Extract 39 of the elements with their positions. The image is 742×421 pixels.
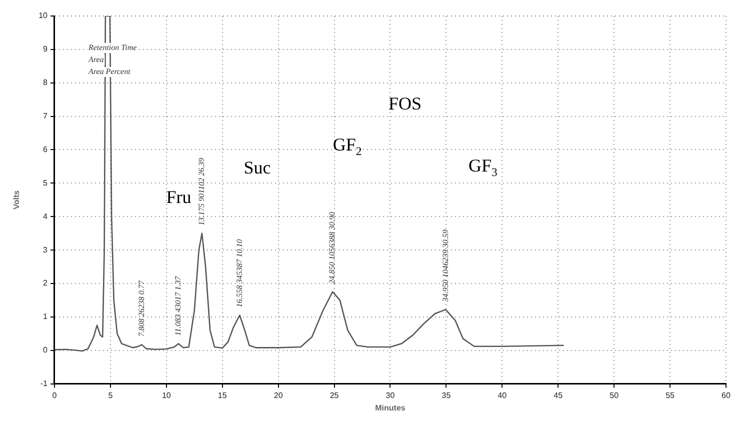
x-tick-label: 45 <box>554 390 564 400</box>
x-tick-label: 55 <box>666 390 676 400</box>
x-tick-label: 35 <box>442 390 452 400</box>
x-tick-label: 10 <box>162 390 172 400</box>
y-tick-label: -1 <box>40 379 48 388</box>
annotation: Fru <box>166 187 192 208</box>
x-tick-label: 25 <box>330 390 340 400</box>
annotation: Suc <box>244 158 271 178</box>
y-tick-label: 9 <box>43 44 48 54</box>
y-tick-label: 10 <box>38 11 48 20</box>
y-tick-label: 6 <box>43 144 48 154</box>
x-tick-label: 60 <box>722 390 731 400</box>
y-tick-label: 1 <box>43 312 48 322</box>
y-tick-label: 5 <box>43 178 48 188</box>
annotation: FOS <box>388 94 422 114</box>
annotation: 11.083 43017 1.37 <box>174 275 183 336</box>
annotation: 7.808 26238 0.77 <box>136 280 146 337</box>
annotation: Retention Time <box>88 43 138 52</box>
annotation: 13.175 901102 26.39 <box>197 158 206 226</box>
y-tick-label: 3 <box>43 245 48 254</box>
y-tick-label: 4 <box>43 212 48 221</box>
x-tick-label: 40 <box>498 390 508 400</box>
y-tick-label: 2 <box>43 278 48 288</box>
x-tick-label: 30 <box>386 390 396 400</box>
x-tick-label: 0 <box>52 390 58 400</box>
annotation: Area Percent <box>88 67 132 76</box>
y-tick-label: 7 <box>43 112 48 121</box>
x-tick-label: 15 <box>218 390 228 400</box>
x-tick-label: 20 <box>274 390 284 400</box>
x-tick-label: 50 <box>610 390 620 400</box>
y-axis-title: Volts <box>12 190 22 210</box>
y-tick-label: 8 <box>43 78 48 88</box>
annotation: 34.950 1046239 30.59 <box>440 230 450 303</box>
x-axis-title: Minutes <box>375 403 406 412</box>
annotation: 16.558 345387 10.10 <box>234 239 244 308</box>
annotation: Area <box>88 55 104 64</box>
y-tick-label: 0 <box>43 346 48 355</box>
x-tick-label: 5 <box>108 390 114 400</box>
annotation: 24.850 1056388 30.90 <box>328 212 337 284</box>
